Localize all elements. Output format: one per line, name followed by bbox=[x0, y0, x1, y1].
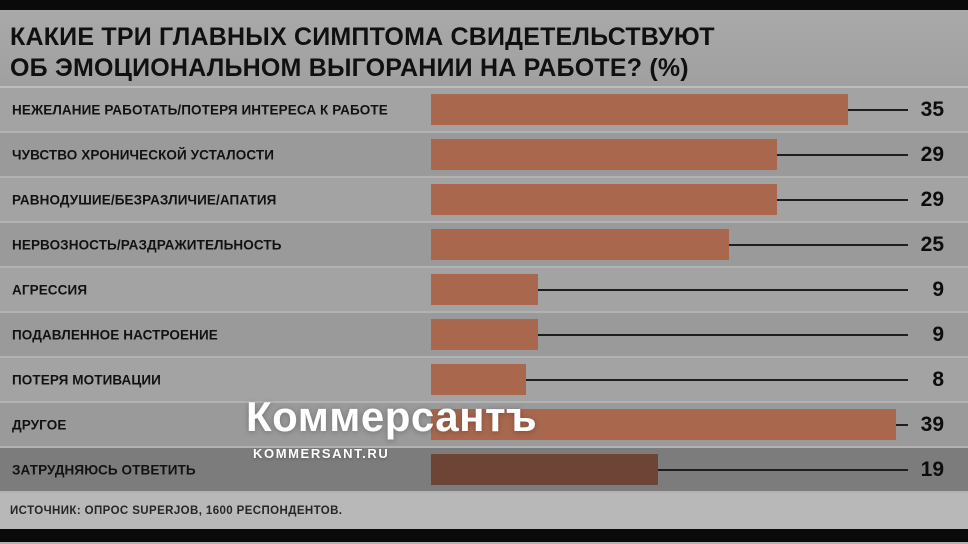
value-label: 39 bbox=[920, 412, 944, 436]
bar bbox=[431, 94, 849, 125]
bar-track bbox=[431, 229, 908, 260]
category-label: ПОТЕРЯ МОТИВАЦИИ bbox=[12, 372, 161, 387]
value-label: 9 bbox=[932, 277, 944, 301]
bar bbox=[431, 364, 527, 395]
bar-track bbox=[431, 319, 908, 350]
value-label: 8 bbox=[932, 367, 944, 391]
category-label: НЕРВОЗНОСТЬ/РАЗДРАЖИТЕЛЬНОСТЬ bbox=[12, 237, 282, 252]
value-label: 29 bbox=[920, 187, 944, 211]
bar-track bbox=[431, 409, 908, 440]
bar bbox=[431, 229, 730, 260]
bar bbox=[431, 139, 777, 170]
bar-rows: НЕЖЕЛАНИЕ РАБОТАТЬ/ПОТЕРЯ ИНТЕРЕСА К РАБ… bbox=[0, 88, 968, 491]
bar-row: ЗАТРУДНЯЮСЬ ОТВЕТИТЬ 19 bbox=[0, 448, 968, 491]
value-label: 19 bbox=[920, 457, 944, 481]
bar-row: ДРУГОЕ 39 bbox=[0, 403, 968, 446]
chart-title-line2: ОБ ЭМОЦИОНАЛЬНОМ ВЫГОРАНИИ НА РАБОТЕ? (%… bbox=[10, 53, 689, 82]
category-label: ЧУВСТВО ХРОНИЧЕСКОЙ УСТАЛОСТИ bbox=[12, 147, 275, 162]
bar-row: ЧУВСТВО ХРОНИЧЕСКОЙ УСТАЛОСТИ 29 bbox=[0, 133, 968, 176]
bar-track bbox=[431, 94, 908, 125]
value-label: 35 bbox=[920, 97, 944, 121]
category-label: РАВНОДУШИЕ/БЕЗРАЗЛИЧИЕ/АПАТИЯ bbox=[12, 192, 277, 207]
bar bbox=[431, 319, 539, 350]
chart-title: КАКИЕ ТРИ ГЛАВНЫХ СИМПТОМА СВИДЕТЕЛЬСТВУ… bbox=[10, 22, 968, 83]
chart-title-line1: КАКИЕ ТРИ ГЛАВНЫХ СИМПТОМА СВИДЕТЕЛЬСТВУ… bbox=[10, 23, 715, 51]
value-label: 9 bbox=[932, 322, 944, 346]
category-label: ПОДАВЛЕННОЕ НАСТРОЕНИЕ bbox=[12, 327, 218, 342]
bottom-black-bar bbox=[0, 529, 968, 542]
bar-track bbox=[431, 139, 908, 170]
bar bbox=[431, 409, 897, 440]
top-black-bar bbox=[0, 0, 968, 10]
bar-track bbox=[431, 274, 908, 305]
category-label: НЕЖЕЛАНИЕ РАБОТАТЬ/ПОТЕРЯ ИНТЕРЕСА К РАБ… bbox=[12, 102, 388, 117]
bar-row: РАВНОДУШИЕ/БЕЗРАЗЛИЧИЕ/АПАТИЯ 29 bbox=[0, 178, 968, 221]
source-note: ИСТОЧНИК: ОПРОС SUPERJOB, 1600 РЕСПОНДЕН… bbox=[0, 493, 968, 529]
bar bbox=[431, 454, 658, 485]
value-label: 25 bbox=[920, 232, 944, 256]
bar-row: ПОДАВЛЕННОЕ НАСТРОЕНИЕ 9 bbox=[0, 313, 968, 356]
bar bbox=[431, 184, 777, 215]
bar bbox=[431, 274, 539, 305]
category-label: ЗАТРУДНЯЮСЬ ОТВЕТИТЬ bbox=[12, 462, 196, 477]
bar-row: НЕЖЕЛАНИЕ РАБОТАТЬ/ПОТЕРЯ ИНТЕРЕСА К РАБ… bbox=[0, 88, 968, 131]
bar-track bbox=[431, 454, 908, 485]
value-label: 29 bbox=[920, 142, 944, 166]
category-label: ДРУГОЕ bbox=[12, 417, 67, 432]
category-label: АГРЕССИЯ bbox=[12, 282, 88, 297]
bar-row: НЕРВОЗНОСТЬ/РАЗДРАЖИТЕЛЬНОСТЬ 25 bbox=[0, 223, 968, 266]
bar-track bbox=[431, 364, 908, 395]
bar-track bbox=[431, 184, 908, 215]
bar-row: АГРЕССИЯ 9 bbox=[0, 268, 968, 311]
bar-row: ПОТЕРЯ МОТИВАЦИИ 8 bbox=[0, 358, 968, 401]
chart-header: КАКИЕ ТРИ ГЛАВНЫХ СИМПТОМА СВИДЕТЕЛЬСТВУ… bbox=[0, 10, 968, 88]
